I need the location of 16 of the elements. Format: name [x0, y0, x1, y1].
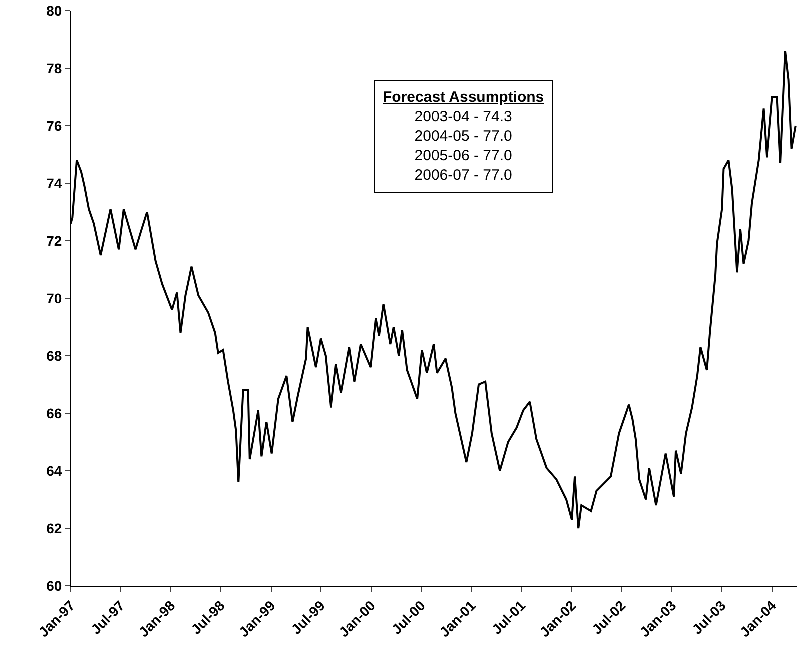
y-tick-label: 66 — [46, 405, 62, 422]
y-tick-label: 78 — [46, 60, 62, 76]
annotation: 2005-06 - 77.0 — [414, 148, 512, 164]
annotation: 2006-07 - 77.0 — [414, 167, 512, 184]
annotation: 2003-04 - 74.3 — [414, 108, 512, 126]
y-tick-label: 60 — [46, 578, 62, 594]
annotation: Forecast Assumptions — [383, 89, 544, 106]
y-tick-label: 72 — [46, 232, 62, 249]
y-tick-label: 64 — [46, 462, 62, 479]
y-tick-label: 80 — [46, 2, 62, 19]
y-tick-label: 74 — [46, 175, 62, 192]
y-tick-label: 70 — [46, 290, 62, 306]
y-tick-label: 76 — [46, 118, 62, 134]
y-tick-label: 68 — [46, 348, 62, 364]
annotation: 2004-05 - 77.0 — [414, 128, 512, 145]
y-tick-label: 62 — [46, 520, 62, 536]
